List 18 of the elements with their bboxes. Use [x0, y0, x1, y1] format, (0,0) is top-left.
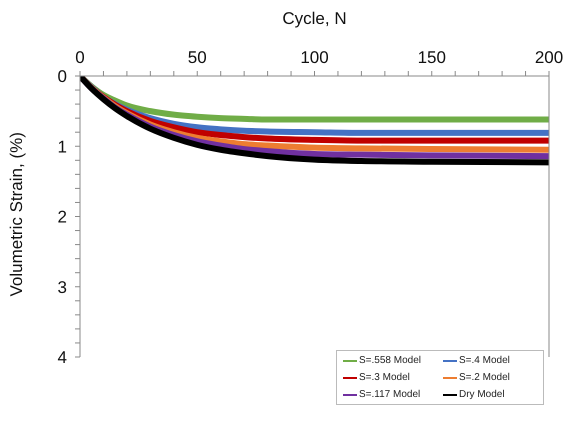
legend-label: S=.117 Model	[359, 389, 420, 400]
y-tick-label: 3	[58, 278, 67, 297]
y-tick-label: 0	[58, 67, 67, 86]
x-tick-label: 0	[75, 48, 85, 67]
legend-label: S=.3 Model	[359, 372, 410, 383]
y-tick-label: 4	[58, 348, 67, 367]
x-tick-label: 150	[418, 48, 446, 67]
y-tick-label: 2	[58, 208, 67, 226]
y-axis-title: Volumetric Strain, (%)	[7, 132, 26, 296]
x-tick-label: 200	[534, 48, 564, 67]
x-tick-label: 100	[300, 48, 329, 67]
legend-label: Dry Model	[459, 389, 505, 400]
legend-label: S=.4 Model	[459, 355, 510, 366]
legend-label: S=.2 Model	[459, 372, 510, 383]
x-axis-title: Cycle, N	[282, 9, 347, 28]
legend-label: S=.558 Model	[359, 355, 421, 366]
x-tick-label: 50	[188, 48, 207, 67]
y-tick-label: 1	[58, 137, 67, 156]
